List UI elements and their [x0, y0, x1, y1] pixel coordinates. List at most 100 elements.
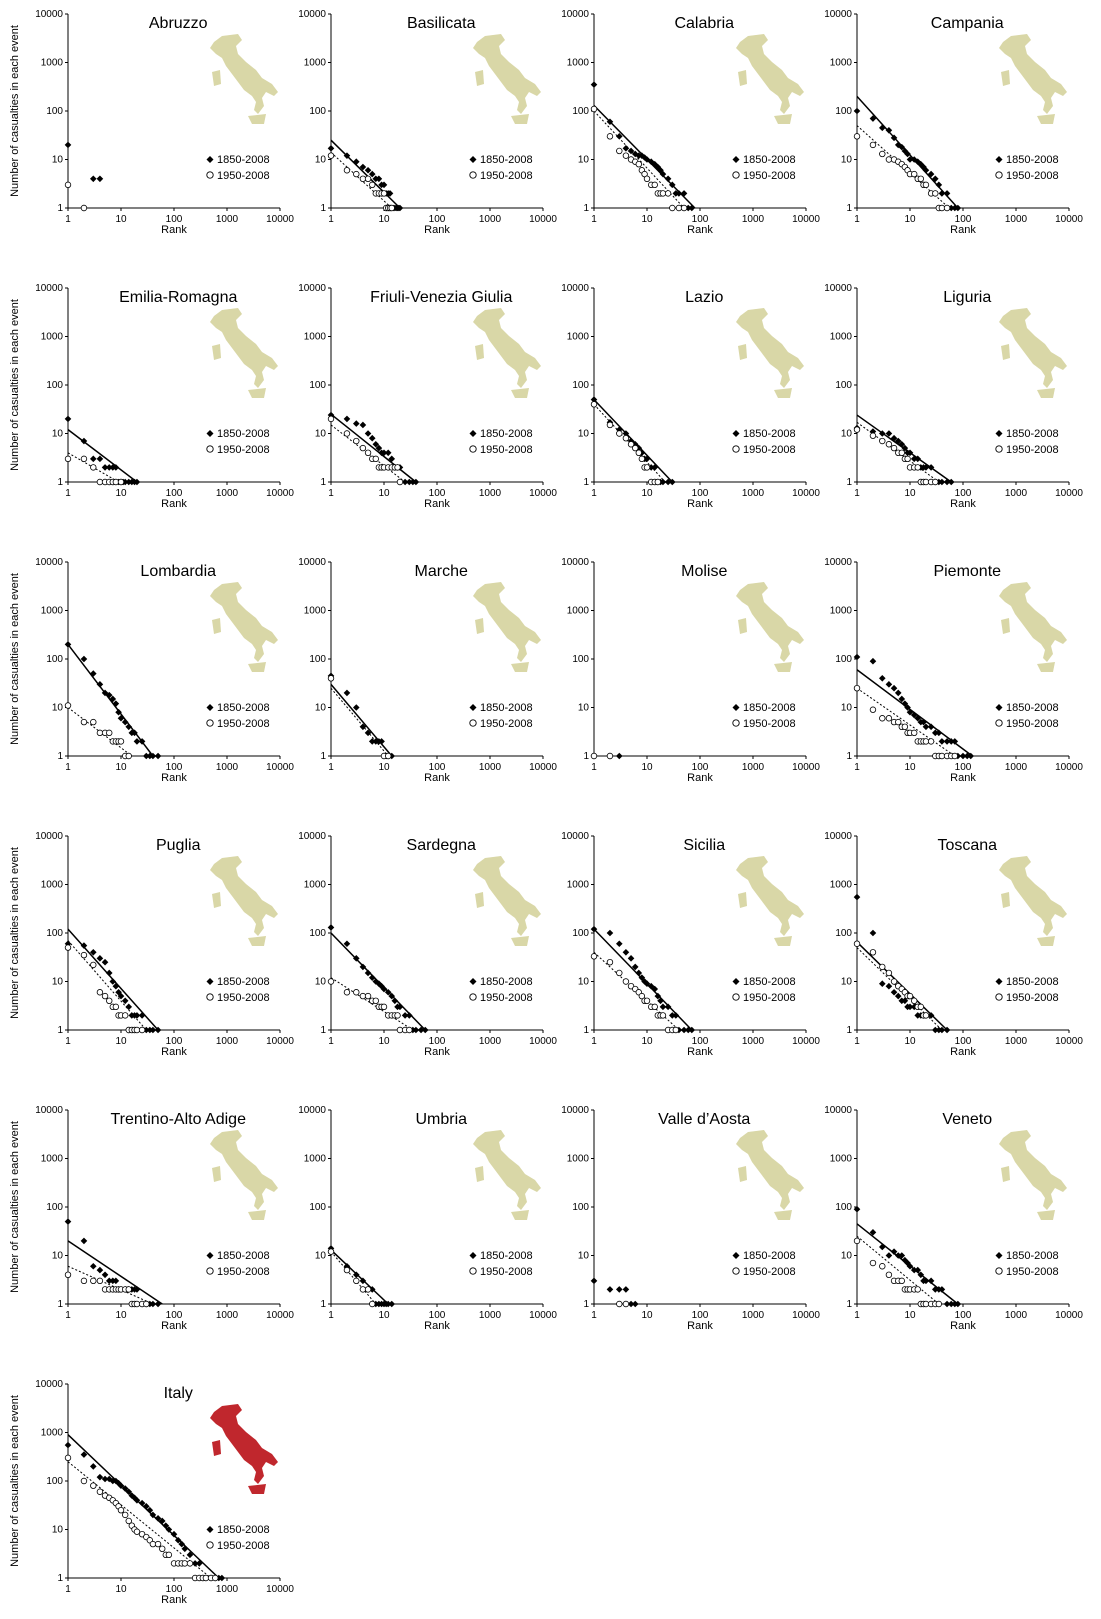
- chart-panel-19: 1 10 100 1000 10000 1 10 100 1000 10000 Rank Valle …: [561, 1105, 820, 1332]
- data-point-1850: [917, 1271, 925, 1279]
- data-point-1850: [688, 1026, 696, 1034]
- x-axis-label: Rank: [161, 1046, 187, 1058]
- data-point-1850: [675, 190, 683, 197]
- data-point-1950: [64, 181, 72, 189]
- region-map-icon: [999, 582, 1067, 672]
- italy-mainland-shape: [210, 856, 278, 936]
- data-point-1850: [935, 729, 943, 737]
- legend-marker-open: [732, 719, 740, 727]
- data-point-1850: [688, 204, 696, 212]
- x-tick-label: 10: [641, 1036, 653, 1047]
- y-tick-label: 10: [841, 155, 853, 166]
- sardinia-shape: [212, 70, 221, 86]
- x-tick-label: 1000: [742, 762, 765, 773]
- data-point-1850: [943, 1300, 951, 1308]
- data-point-1850: [947, 738, 955, 745]
- data-point-1950: [898, 449, 905, 457]
- data-point-1950: [143, 1300, 150, 1308]
- data-point-1850: [96, 455, 104, 463]
- data-point-1950: [606, 752, 614, 760]
- fit-line: [330, 413, 417, 483]
- data-point-1850: [142, 752, 150, 760]
- legend-marker-filled: [732, 430, 740, 437]
- x-tick-label: 10000: [529, 214, 557, 225]
- data-point-1850: [910, 1266, 918, 1274]
- chart-panel-15: 1 10 100 1000 10000 1 10 100 1000 10000 Rank Sicili…: [561, 831, 820, 1058]
- data-point-1850: [364, 430, 372, 437]
- legend-marker-open: [469, 1267, 477, 1275]
- data-point-1850: [64, 1441, 72, 1449]
- data-point-1850: [352, 704, 360, 711]
- data-point-1850: [853, 893, 861, 901]
- region-map-icon: [999, 856, 1067, 946]
- legend-label: 1850-2008: [480, 702, 533, 714]
- region-map-icon: [736, 856, 804, 946]
- sicily-shape: [774, 114, 792, 124]
- region-map-icon: [210, 34, 278, 124]
- chart-title: Friuli-Venezia Giulia: [370, 289, 512, 306]
- y-tick-label: 1: [846, 203, 852, 214]
- legend-marker-open: [732, 445, 740, 453]
- data-point-1950: [622, 978, 630, 985]
- data-point-1850: [384, 449, 392, 457]
- data-point-1850: [938, 478, 946, 486]
- y-axis-label: Number of casualties in each event: [9, 25, 21, 197]
- data-point-1950: [910, 997, 918, 1005]
- data-point-1950: [396, 478, 404, 486]
- data-point-1950: [117, 1506, 125, 1514]
- data-point-1850: [853, 1205, 861, 1213]
- legend-marker-open: [206, 445, 214, 453]
- x-tick-label: 1: [854, 1036, 860, 1047]
- y-tick-label: 1000: [41, 332, 64, 343]
- data-point-1950: [80, 718, 88, 726]
- data-point-1850: [396, 1003, 404, 1011]
- data-point-1850: [657, 997, 664, 1005]
- data-point-1850: [80, 1451, 88, 1458]
- region-map-icon: [736, 1130, 804, 1220]
- data-point-1850: [901, 147, 909, 155]
- x-tick-label: 10000: [792, 762, 820, 773]
- data-point-1850: [943, 738, 951, 745]
- chart-panel-20: 1 10 100 1000 10000 1 10 100 1000 10000 Rank Veneto…: [824, 1105, 1083, 1332]
- data-point-1850: [643, 980, 651, 988]
- data-point-1850: [191, 1560, 199, 1567]
- italy-mainland-shape: [210, 308, 278, 388]
- x-tick-label: 1: [591, 214, 597, 225]
- x-tick-label: 1: [854, 762, 860, 773]
- legend-marker-filled: [469, 430, 477, 437]
- legend-marker-open: [732, 171, 740, 179]
- legend-label: 1950-2008: [480, 444, 533, 456]
- data-point-1850: [101, 958, 109, 966]
- chart-panel-3: 1 10 100 1000 10000 1 10 100 1000 10000 Rank Calabr…: [561, 9, 820, 236]
- data-point-1950: [638, 992, 646, 1000]
- data-point-1950: [106, 997, 113, 1005]
- data-point-1950: [616, 430, 623, 437]
- x-tick-label: 1: [328, 1310, 334, 1321]
- legend-label: 1850-2008: [217, 428, 270, 440]
- data-point-1850: [931, 1286, 939, 1293]
- data-point-1850: [894, 1252, 902, 1259]
- y-tick-label: 10000: [561, 9, 589, 20]
- data-point-1950: [64, 944, 72, 951]
- x-tick-label: 10000: [792, 488, 820, 499]
- data-point-1850: [627, 147, 635, 155]
- x-tick-label: 10: [378, 214, 390, 225]
- data-point-1850: [947, 478, 955, 486]
- data-point-1850: [96, 1473, 104, 1481]
- x-tick-label: 10000: [266, 1584, 294, 1595]
- data-point-1850: [380, 449, 388, 457]
- sardinia-shape: [738, 70, 747, 86]
- data-point-1950: [853, 1237, 861, 1245]
- data-point-1850: [931, 175, 939, 183]
- y-tick-label: 1: [583, 1299, 589, 1310]
- italy-mainland-shape: [736, 582, 804, 662]
- data-point-1850: [133, 478, 141, 486]
- sicily-shape: [774, 1210, 792, 1220]
- data-point-1850: [352, 1271, 360, 1279]
- data-point-1850: [885, 127, 893, 134]
- italy-mainland-shape: [999, 1130, 1067, 1210]
- y-tick-label: 10000: [561, 557, 589, 568]
- data-point-1950: [879, 963, 886, 971]
- data-point-1850: [631, 963, 639, 971]
- x-tick-label: 100: [692, 762, 709, 773]
